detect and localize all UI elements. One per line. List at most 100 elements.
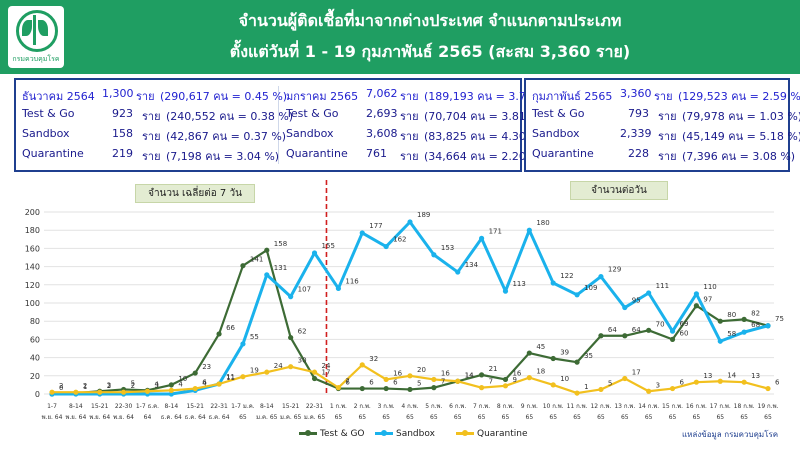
x-tick-label: 1 ก.พ. [330, 403, 347, 410]
type-label: Quarantine [286, 147, 348, 160]
data-label-0: 14 [465, 371, 474, 379]
data-label-1: 162 [393, 236, 406, 244]
x-tick-label: 10 ก.พ. [543, 403, 564, 410]
y-tick-label: 20 [30, 372, 40, 381]
legend-swatch-icon [299, 430, 317, 436]
x-tick-label: 65 [645, 414, 653, 421]
detail: (240,552 คน = 0.38 %) [166, 110, 294, 123]
data-label-0: 45 [536, 343, 545, 351]
summary-box-dec-jan: ธันวาคม 2564 1,300 ราย (290,617 คน = 0.4… [14, 78, 551, 172]
y-tick-label: 180 [25, 226, 40, 235]
data-point-1 [288, 294, 294, 300]
logo-ring-icon [16, 10, 58, 52]
data-point-2 [264, 369, 270, 375]
data-label-0: 7 [441, 378, 445, 386]
count: 2,693 [366, 107, 398, 120]
data-label-1: 131 [274, 264, 287, 272]
detail: (129,523 คน = 2.59 %) [678, 90, 800, 103]
x-tick-label: พ.ย. 64 [113, 414, 134, 421]
data-label-0: 80 [727, 311, 736, 319]
data-label-2: 16 [441, 369, 450, 377]
data-point-1 [502, 288, 509, 294]
data-point-0 [383, 385, 389, 392]
data-point-1 [693, 291, 700, 297]
data-label-2: 1 [584, 383, 588, 391]
data-label-2: 13 [703, 372, 712, 380]
x-tick-label: 65 [740, 414, 748, 421]
data-label-0: 6 [345, 379, 350, 387]
y-tick-label: 140 [25, 263, 40, 272]
data-point-1 [550, 280, 556, 286]
data-label-2: 2 [59, 382, 63, 390]
detail: (79,978 คน = 1.03 %) [682, 110, 800, 123]
x-tick-label: 65 [382, 414, 390, 421]
data-label-0: 141 [250, 256, 263, 264]
data-label-1: 110 [703, 283, 716, 291]
data-point-2 [669, 385, 676, 392]
data-point-1 [264, 272, 270, 278]
x-tick-label: 11 ก.พ. [567, 403, 588, 410]
type-label: Test & Go [22, 107, 75, 120]
type-label: Quarantine [22, 147, 84, 160]
x-tick-label: 17 ก.พ. [710, 403, 731, 410]
data-label-0: 39 [560, 349, 569, 357]
x-tick-label: 65 [239, 414, 247, 421]
x-tick-label: 8 ก.พ. [497, 403, 514, 410]
x-tick-label: ธ.ค. 64 [161, 414, 182, 421]
data-label-2: 7 [345, 378, 349, 386]
data-label-2: 3 [656, 381, 660, 389]
data-label-0: 0 [59, 384, 63, 392]
count: 158 [112, 127, 133, 140]
data-point-1 [359, 230, 365, 236]
x-tick-label: 65 [764, 414, 772, 421]
data-point-0 [192, 370, 198, 376]
detail: (83,825 คน = 4.30 %) [424, 130, 545, 143]
series-line-1 [52, 220, 769, 396]
data-point-2 [598, 386, 604, 393]
data-label-1: 129 [608, 266, 621, 274]
data-point-2 [646, 388, 652, 394]
y-tick-label: 120 [25, 281, 40, 290]
x-tick-label: 8-14 [69, 403, 83, 410]
x-tick-label: 65 [358, 414, 366, 421]
legend-label: Test & GO [320, 429, 365, 439]
data-point-2 [97, 389, 103, 395]
data-label-1: 113 [512, 280, 525, 288]
data-label-0: 70 [656, 320, 665, 328]
data-label-1: 122 [560, 272, 573, 280]
chart-grid [44, 211, 774, 395]
count: 228 [628, 147, 649, 160]
y-tick-label: 0 [35, 390, 40, 399]
detail: (7,396 คน = 3.08 %) [682, 150, 796, 163]
data-point-2 [168, 387, 174, 393]
x-tick-label: 15-21 [282, 403, 300, 410]
data-point-2 [741, 379, 747, 385]
data-label-2: 6 [775, 379, 780, 387]
data-point-2 [49, 389, 55, 395]
data-label-1: 171 [489, 227, 502, 235]
data-point-2 [574, 390, 580, 396]
data-label-0: 1 [83, 383, 87, 391]
count: 7,062 [366, 87, 398, 100]
data-point-2 [765, 385, 771, 392]
data-point-2 [121, 389, 127, 395]
data-point-1 [669, 328, 676, 334]
x-tick-label: 14 ก.พ. [638, 403, 659, 410]
unit: ราย [658, 110, 677, 123]
data-label-2: 30 [298, 357, 307, 365]
data-point-0 [240, 263, 246, 269]
x-tick-label: 65 [549, 414, 557, 421]
data-point-0 [598, 333, 604, 339]
month-label: ธันวาคม 2564 [22, 90, 95, 103]
y-tick-label: 200 [25, 208, 40, 217]
data-label-1: 116 [345, 277, 359, 285]
x-tick-label: ม.ค. 65 [280, 414, 302, 421]
x-tick-label: 12 ก.พ. [590, 403, 611, 410]
x-tick-label: ม.ค. 65 [304, 414, 326, 421]
detail: (189,193 คน = 3.73 %) [424, 90, 552, 103]
data-label-0: 4 [154, 380, 159, 388]
unit: ราย [142, 110, 161, 123]
data-point-0 [168, 382, 174, 388]
summary-box-feb: กุมภาพันธ์ 2565 3,360 ราย (129,523 คน = … [524, 78, 800, 172]
